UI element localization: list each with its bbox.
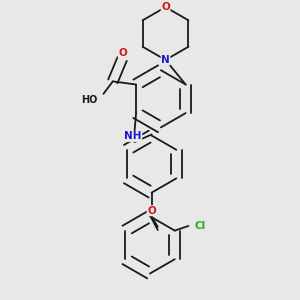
Text: NH: NH [124, 131, 142, 141]
Text: O: O [161, 2, 170, 12]
Text: O: O [147, 206, 156, 216]
Text: HO: HO [82, 95, 98, 105]
Text: Cl: Cl [194, 221, 205, 231]
Text: O: O [118, 48, 127, 59]
Text: N: N [161, 55, 170, 65]
